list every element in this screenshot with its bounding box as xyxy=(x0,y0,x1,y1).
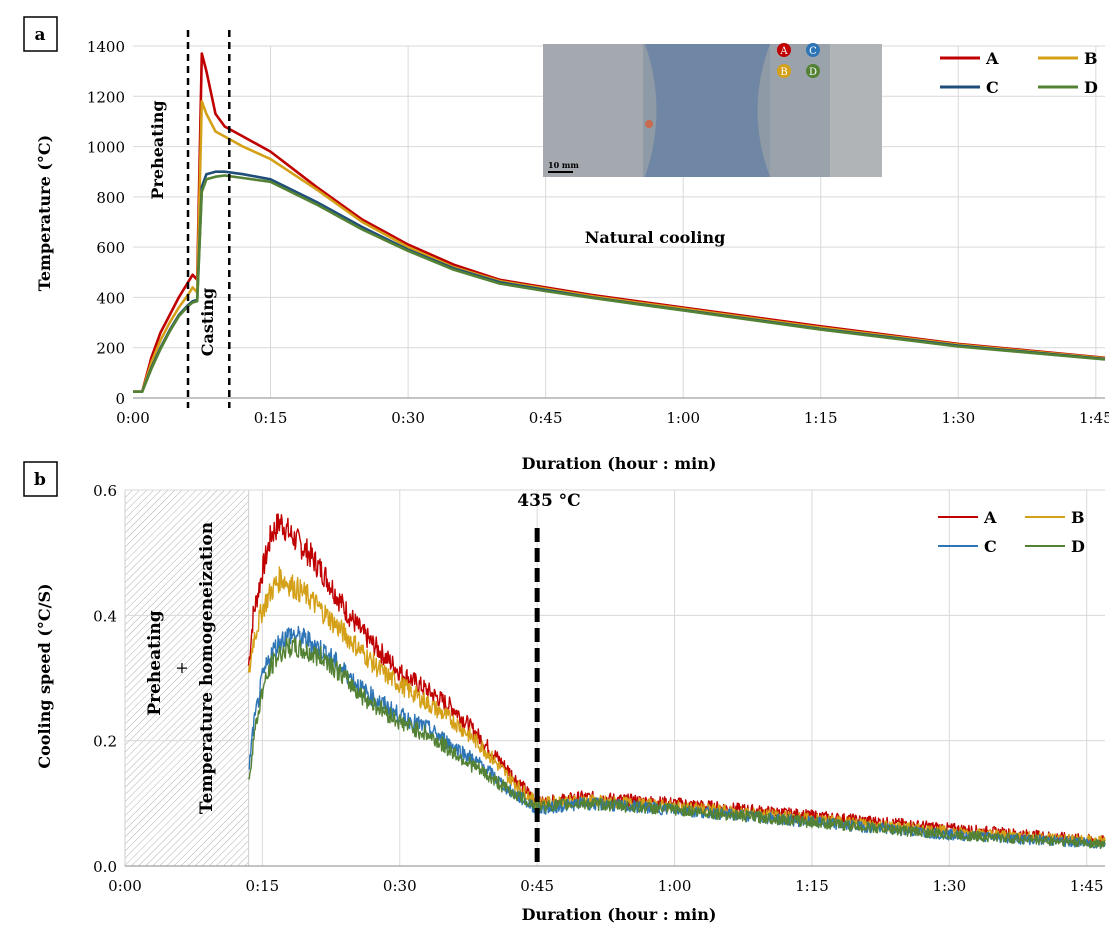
homogenization-label: Temperature homogeneization xyxy=(197,522,217,814)
x-axis-title-b: Duration (hour : min) xyxy=(522,905,717,924)
legend-b-label-d: D xyxy=(1071,537,1085,556)
preheating-shaded-region xyxy=(124,489,250,867)
legend-b: A B C D xyxy=(938,508,1085,556)
y-tick-label: 200 xyxy=(96,340,125,358)
series-line-a xyxy=(247,513,1106,846)
x-axis-title-a: Duration (hour : min) xyxy=(522,454,717,473)
y-tick-label: 0.2 xyxy=(93,733,117,751)
legend-a-label-c: C xyxy=(986,78,999,97)
x-tick-label: 1:00 xyxy=(666,409,700,427)
inset-photo: 10 mm A C B D xyxy=(543,43,882,177)
inset-marker-c: C xyxy=(809,46,817,57)
inset-scale-label: 10 mm xyxy=(548,160,579,170)
y-tick-label: 1000 xyxy=(87,139,125,157)
legend-a-label-d: D xyxy=(1084,78,1098,97)
x-tick-label: 0:30 xyxy=(391,409,425,427)
series-line-c xyxy=(248,625,1106,849)
preheating-label-a: Preheating xyxy=(148,100,167,199)
x-tick-label: 0:15 xyxy=(246,877,280,895)
y-tick-label: 1200 xyxy=(87,88,125,106)
series-line-d xyxy=(133,174,1106,393)
y-axis-title-b: Cooling speed (°C/S) xyxy=(35,583,54,768)
ticks-b: 0.0 0.2 0.4 0.6 0:00 0:15 0:30 0:45 1:00 1:15 1:30… xyxy=(93,482,1103,895)
legend-b-label-c: C xyxy=(984,537,997,556)
legend-a-label-b: B xyxy=(1084,49,1098,68)
ticks-a: 0 200 400 600 800 1000 1200 1400 0:00 0:15 0:30 0:4… xyxy=(87,38,1109,427)
inset-marker-a: A xyxy=(779,46,788,57)
plus-sign: + xyxy=(175,658,188,677)
legend-b-label-b: B xyxy=(1071,508,1085,527)
series-line-d xyxy=(248,637,1106,850)
y-tick-label: 0.6 xyxy=(93,482,117,500)
series-line-c xyxy=(133,170,1106,393)
x-tick-label: 1:15 xyxy=(804,409,838,427)
x-tick-label: 1:00 xyxy=(658,877,692,895)
x-tick-label: 0:45 xyxy=(520,877,554,895)
panel-b: 0.0 0.2 0.4 0.6 0:00 0:15 0:30 0:45 1:00 1:15 1:30… xyxy=(23,461,1106,924)
y-tick-label: 1400 xyxy=(87,38,125,56)
preheating-label-b: Preheating xyxy=(145,610,165,715)
x-tick-label: 1:30 xyxy=(932,877,966,895)
y-axis-title-a: Temperature (°C) xyxy=(35,135,54,291)
casting-label: Casting xyxy=(198,288,217,356)
panel-a: 0 200 400 600 800 1000 1200 1400 0:00 0:15 0:30 0:4… xyxy=(23,16,1109,473)
natural-cooling-label: Natural cooling xyxy=(585,228,726,247)
panel-label-a: a xyxy=(34,25,45,45)
inset-marker-d: D xyxy=(809,67,817,78)
x-tick-label: 0:30 xyxy=(383,877,417,895)
x-tick-label: 1:45 xyxy=(1079,409,1109,427)
legend-a-label-a: A xyxy=(985,49,999,68)
legend-a: A B C D xyxy=(940,49,1098,97)
x-tick-label: 1:15 xyxy=(795,877,829,895)
x-tick-label: 1:30 xyxy=(941,409,975,427)
series-lines-a xyxy=(133,52,1106,393)
inset-marker-b: B xyxy=(780,67,787,78)
x-tick-label: 0:00 xyxy=(116,409,150,427)
y-tick-label: 0.0 xyxy=(93,858,117,876)
legend-b-label-a: A xyxy=(983,508,997,527)
y-tick-label: 0.4 xyxy=(93,607,117,625)
series-lines-b xyxy=(247,513,1106,850)
y-tick-label: 600 xyxy=(96,239,125,257)
x-tick-label: 1:45 xyxy=(1070,877,1104,895)
x-tick-label: 0:00 xyxy=(108,877,142,895)
y-tick-label: 800 xyxy=(96,189,125,207)
y-tick-label: 0 xyxy=(115,390,125,408)
threshold-label: 435 °C xyxy=(517,491,580,511)
panel-label-b: b xyxy=(34,470,46,490)
x-tick-label: 0:15 xyxy=(254,409,288,427)
x-tick-label: 0:45 xyxy=(529,409,563,427)
y-tick-label: 400 xyxy=(96,289,125,307)
